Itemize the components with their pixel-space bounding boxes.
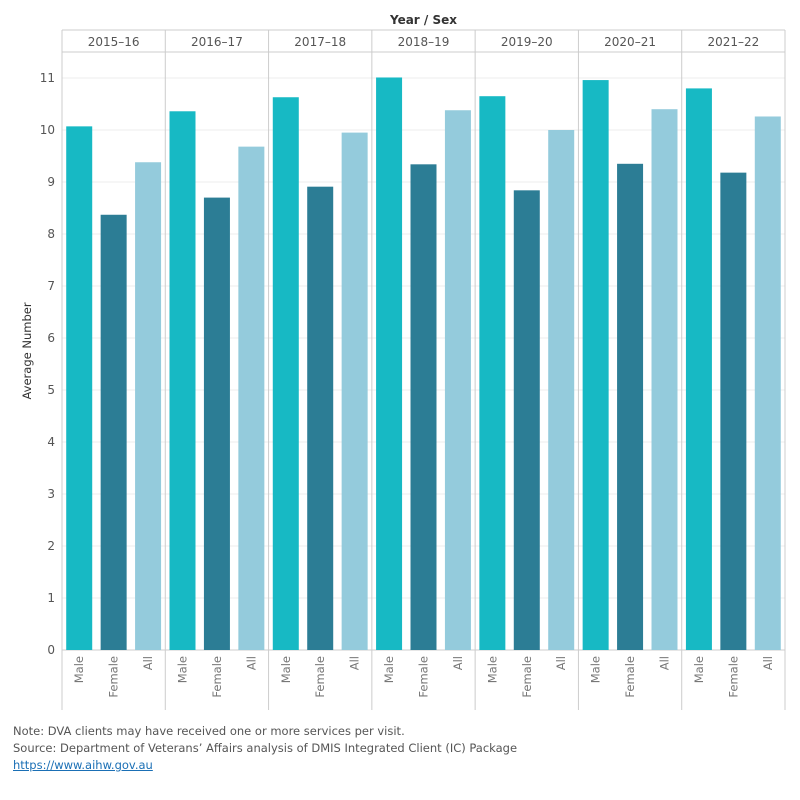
bar-male (272, 97, 299, 651)
bar-male (66, 126, 93, 651)
bar-female (720, 172, 747, 650)
bar-female (203, 197, 230, 650)
x-tick-label: Male (589, 656, 603, 683)
y-tick-label: 2 (47, 539, 55, 553)
bar-all (341, 132, 368, 651)
x-tick-label: Male (485, 656, 499, 683)
bar-all (444, 110, 471, 651)
x-tick-label: All (348, 656, 362, 670)
aihw-link[interactable]: https://www.aihw.gov.au (13, 758, 153, 772)
x-tick-label: Male (692, 656, 706, 683)
bar-male (479, 96, 506, 650)
x-tick-label: All (761, 656, 775, 670)
source-text: Source: Department of Veterans’ Affairs … (13, 741, 518, 755)
y-tick-label: 5 (47, 383, 55, 397)
bar-male (376, 77, 403, 651)
bar-all (754, 116, 781, 651)
bar-all (135, 162, 162, 651)
y-axis-title: Average Number (20, 302, 34, 399)
bar-male (685, 88, 712, 650)
x-tick-label: Female (210, 656, 224, 698)
bar-all (651, 109, 678, 650)
x-tick-label: Female (623, 656, 637, 698)
y-tick-label: 9 (47, 175, 55, 189)
x-tick-label: Female (726, 656, 740, 698)
bar-male (582, 80, 609, 650)
bar-male (169, 111, 196, 650)
x-tick-label: All (554, 656, 568, 670)
year-header-label: 2019–20 (501, 35, 553, 49)
note-text: Note: DVA clients may have received one … (13, 724, 405, 738)
x-tick-label: Female (107, 656, 121, 698)
x-tick-label: Male (279, 656, 293, 683)
bar-female (307, 186, 334, 650)
year-header-label: 2021–22 (707, 35, 759, 49)
x-tick-label: Male (72, 656, 86, 683)
y-tick-label: 11 (40, 71, 55, 85)
y-tick-label: 6 (47, 331, 55, 345)
year-header-label: 2020–21 (604, 35, 656, 49)
x-tick-label: All (451, 656, 465, 670)
y-tick-label: 10 (40, 123, 55, 137)
bar-female (617, 163, 644, 651)
y-tick-label: 7 (47, 279, 55, 293)
x-tick-label: Female (313, 656, 327, 698)
x-tick-label: All (658, 656, 672, 670)
column-header-title: Year / Sex (389, 13, 457, 27)
year-header-label: 2017–18 (294, 35, 346, 49)
year-header-label: 2015–16 (88, 35, 140, 49)
year-header-label: 2016–17 (191, 35, 243, 49)
y-tick-label: 8 (47, 227, 55, 241)
x-tick-label: Male (382, 656, 396, 683)
year-header-label: 2018–19 (398, 35, 450, 49)
x-tick-label: All (141, 656, 155, 670)
y-tick-label: 4 (47, 435, 55, 449)
bar-chart: Year / Sex 0 1 2 3 4 5 6 7 8 9 10 11 Average Number 20… (20, 13, 786, 710)
bar-female (410, 164, 437, 650)
x-tick-label: Male (176, 656, 190, 683)
bar-female (513, 190, 540, 650)
x-tick-label: Female (417, 656, 431, 698)
x-tick-label: Female (520, 656, 534, 698)
y-tick-label: 1 (47, 591, 55, 605)
bar-female (100, 214, 127, 650)
y-tick-label: 0 (47, 643, 55, 657)
y-tick-label: 3 (47, 487, 55, 501)
bar-all (238, 146, 265, 650)
bar-all (548, 130, 575, 650)
x-tick-label: All (244, 656, 258, 670)
